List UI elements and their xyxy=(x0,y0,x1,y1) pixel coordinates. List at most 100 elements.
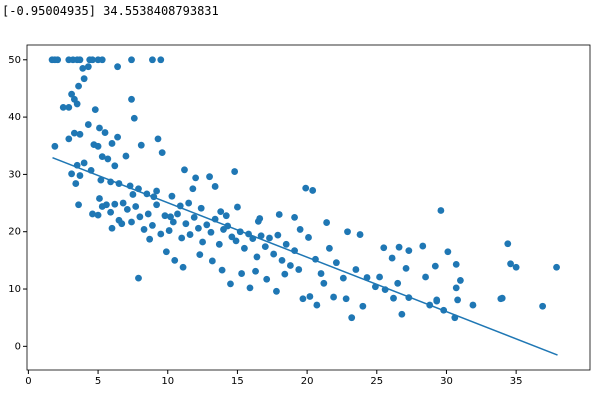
point xyxy=(296,226,304,233)
point xyxy=(512,263,520,271)
point xyxy=(309,187,317,194)
point xyxy=(197,204,205,212)
point xyxy=(238,270,246,277)
y-tick-label: 0 xyxy=(15,341,21,352)
point xyxy=(240,244,248,252)
point xyxy=(128,95,135,103)
point xyxy=(158,149,166,157)
point xyxy=(306,293,314,300)
point xyxy=(395,243,403,251)
point xyxy=(171,256,179,264)
point xyxy=(227,280,234,288)
point xyxy=(153,187,161,195)
point xyxy=(128,218,135,226)
point xyxy=(135,274,142,282)
point xyxy=(103,201,110,209)
point xyxy=(161,212,169,220)
point xyxy=(111,200,119,208)
point xyxy=(553,263,560,271)
point xyxy=(196,251,204,259)
point xyxy=(286,262,294,269)
point xyxy=(253,253,261,261)
point xyxy=(274,231,282,239)
point xyxy=(203,221,211,229)
point xyxy=(75,82,82,90)
point xyxy=(217,208,225,216)
point xyxy=(136,213,144,221)
point xyxy=(356,231,364,238)
point xyxy=(266,234,273,242)
point xyxy=(452,260,460,268)
point xyxy=(469,301,477,309)
point xyxy=(179,263,187,271)
point xyxy=(390,294,397,302)
point xyxy=(129,191,137,198)
point xyxy=(68,170,75,178)
point xyxy=(323,219,331,226)
point xyxy=(89,56,96,64)
point xyxy=(114,133,121,141)
point xyxy=(98,56,106,64)
point xyxy=(433,296,441,304)
point xyxy=(234,203,241,211)
x-tick-label: 30 xyxy=(440,376,453,387)
point xyxy=(507,260,514,268)
point xyxy=(422,273,429,281)
point xyxy=(157,56,165,64)
point xyxy=(107,208,115,216)
point xyxy=(275,211,283,218)
point xyxy=(122,152,130,160)
point xyxy=(207,228,215,236)
point xyxy=(456,277,464,284)
point xyxy=(398,310,406,318)
point xyxy=(273,287,280,295)
point xyxy=(97,176,105,184)
point xyxy=(72,180,80,187)
point xyxy=(192,174,200,182)
point xyxy=(84,63,92,71)
point xyxy=(185,199,193,207)
point xyxy=(497,295,505,303)
point xyxy=(104,155,112,163)
x-tick-label: 15 xyxy=(231,376,244,387)
point xyxy=(299,295,307,303)
y-tick-label: 50 xyxy=(8,55,21,66)
point xyxy=(437,207,445,214)
point xyxy=(282,240,290,248)
point xyxy=(80,75,88,83)
point xyxy=(504,240,512,248)
point xyxy=(291,213,298,221)
point xyxy=(339,274,347,282)
point xyxy=(218,266,226,274)
point xyxy=(76,130,84,138)
point xyxy=(344,228,351,236)
point xyxy=(352,266,360,273)
point xyxy=(278,256,286,264)
point xyxy=(98,153,106,161)
x-tick-label: 25 xyxy=(370,376,383,387)
point xyxy=(96,195,103,202)
point xyxy=(186,231,194,238)
point xyxy=(342,295,350,303)
point xyxy=(169,218,177,226)
point xyxy=(195,224,202,232)
point xyxy=(454,296,462,304)
point xyxy=(206,173,213,181)
x-tick-label: 20 xyxy=(301,376,314,387)
point xyxy=(332,259,340,267)
point xyxy=(313,301,321,309)
point xyxy=(189,185,197,193)
point xyxy=(111,162,119,170)
point xyxy=(281,270,289,278)
point xyxy=(65,103,73,111)
point xyxy=(246,284,254,292)
point xyxy=(394,279,402,287)
point xyxy=(94,211,102,219)
point xyxy=(305,234,312,241)
point xyxy=(405,247,413,255)
point xyxy=(68,90,75,98)
fit-line xyxy=(52,157,558,356)
y-tick-label: 10 xyxy=(8,284,21,295)
